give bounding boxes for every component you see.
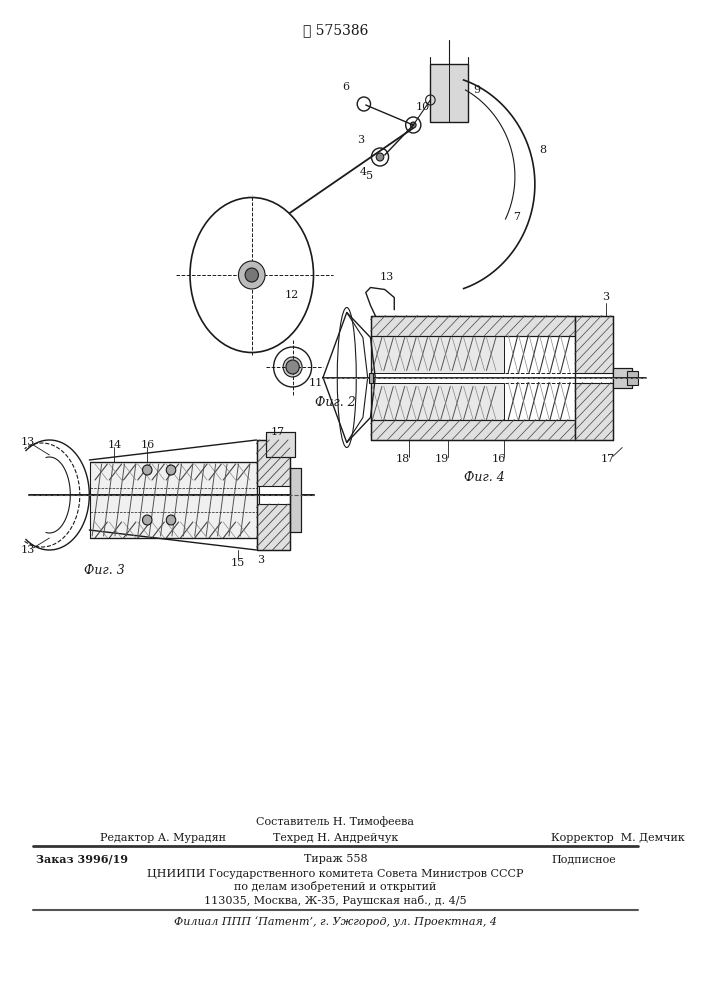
Bar (370, 316, 575, 336)
Circle shape (411, 122, 416, 128)
Text: 12: 12 (285, 290, 299, 300)
Text: 13: 13 (380, 272, 395, 282)
Text: Составитель Н. Тимофеева: Составитель Н. Тимофеева (257, 817, 414, 827)
Circle shape (283, 357, 302, 377)
Bar (370, 336, 503, 372)
Text: 10: 10 (416, 102, 431, 112)
Circle shape (245, 268, 259, 282)
Text: 17: 17 (600, 454, 614, 464)
Bar (613, 367, 632, 387)
Text: 18: 18 (395, 454, 409, 464)
Bar (575, 382, 613, 440)
Text: 17: 17 (271, 427, 285, 437)
Bar (627, 370, 638, 384)
Text: Филиал ППП ‘Патент’, г. Ужгород, ул. Проектная, 4: Филиал ППП ‘Патент’, г. Ужгород, ул. Про… (174, 917, 497, 927)
Bar (370, 420, 575, 440)
Text: Техред Н. Андрейчук: Техред Н. Андрейчук (273, 833, 398, 843)
Text: ЦНИИПИ Государственного комитета Совета Министров СССР: ЦНИИПИ Государственного комитета Совета … (147, 869, 524, 879)
Bar (575, 316, 613, 372)
Text: 7: 7 (513, 212, 520, 222)
Circle shape (238, 261, 265, 289)
Bar (266, 432, 295, 457)
Bar (368, 372, 373, 382)
Text: 3: 3 (357, 135, 364, 145)
Bar (90, 462, 259, 538)
Text: 16: 16 (141, 440, 155, 450)
Circle shape (166, 515, 176, 525)
Text: Подписное: Подписное (551, 854, 616, 864)
Bar (613, 367, 632, 387)
Text: ✦ 575386: ✦ 575386 (303, 23, 368, 37)
Bar (370, 382, 503, 420)
Bar (257, 440, 290, 550)
Text: 13: 13 (21, 545, 35, 555)
Circle shape (166, 465, 176, 475)
Text: 19: 19 (435, 454, 450, 464)
Bar (257, 504, 290, 550)
Text: 9: 9 (473, 85, 480, 95)
Bar (257, 440, 290, 486)
Text: 16: 16 (492, 454, 506, 464)
Text: по делам изобретений и открытий: по делам изобретений и открытий (234, 882, 436, 892)
Text: 3: 3 (257, 555, 264, 565)
Text: Редактор А. Мурадян: Редактор А. Мурадян (100, 833, 226, 843)
Text: 15: 15 (231, 558, 245, 568)
Text: Тираж 558: Тираж 558 (303, 854, 367, 864)
Bar (290, 468, 301, 532)
Circle shape (376, 153, 384, 161)
Bar (266, 432, 295, 457)
Text: Корректор  М. Демчик: Корректор М. Демчик (551, 833, 685, 843)
Text: 8: 8 (539, 145, 547, 155)
Circle shape (143, 465, 152, 475)
Bar (431, 64, 468, 122)
Circle shape (143, 515, 152, 525)
Text: 6: 6 (342, 82, 350, 92)
Text: 113035, Москва, Ж-35, Раушская наб., д. 4/5: 113035, Москва, Ж-35, Раушская наб., д. … (204, 894, 467, 906)
Text: 4: 4 (360, 167, 367, 177)
Text: Фиг. 3: Фиг. 3 (84, 564, 125, 576)
Ellipse shape (286, 360, 299, 374)
Text: 11: 11 (309, 378, 323, 388)
Text: Фиг. 2: Фиг. 2 (315, 396, 356, 410)
Bar (290, 468, 301, 532)
Text: Фиг. 4: Фиг. 4 (464, 471, 505, 484)
Text: 14: 14 (107, 440, 122, 450)
Text: 5: 5 (366, 171, 373, 181)
Text: Заказ 3996/19: Заказ 3996/19 (36, 854, 128, 864)
Text: 13: 13 (21, 437, 35, 447)
Text: 3: 3 (602, 292, 609, 302)
